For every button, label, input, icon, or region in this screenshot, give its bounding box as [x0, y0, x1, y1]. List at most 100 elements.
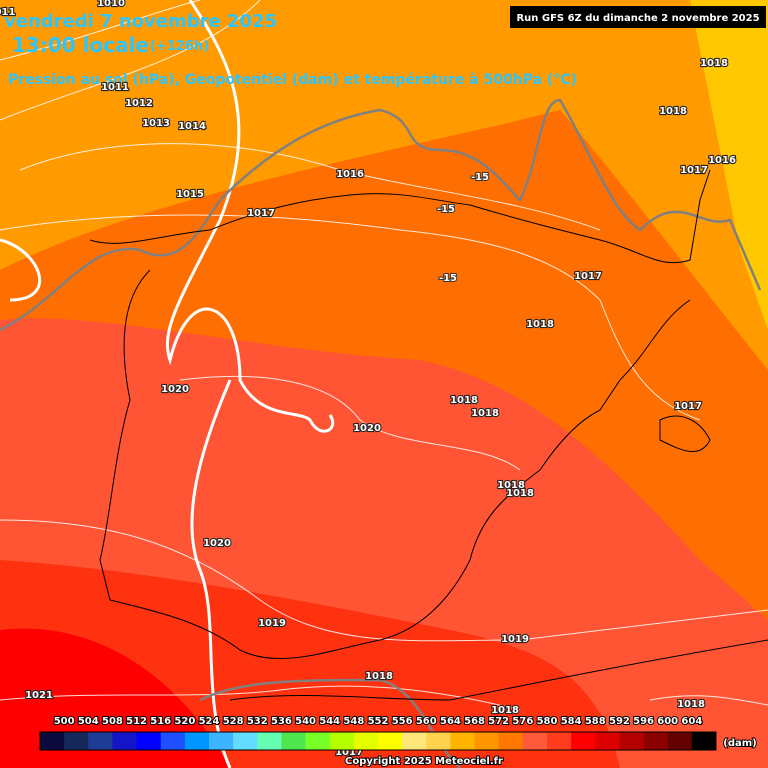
isobar-label: 1016 [336, 169, 364, 180]
isobar-label: 1018 [450, 395, 478, 406]
isobar-label: 1018 [497, 480, 525, 491]
colorbar-tick-label: 592 [609, 716, 630, 727]
colorbar-swatch [426, 732, 451, 750]
colorbar-swatch [474, 732, 500, 750]
band-yellow [690, 0, 768, 330]
colorbar-swatch [571, 732, 596, 750]
colorbar-tick-label: 532 [247, 716, 268, 727]
colorbar-tick-label: 564 [440, 716, 461, 727]
colorbar-tick-label: 596 [633, 716, 654, 727]
colorbar-swatch [547, 732, 572, 750]
colorbar-tick-label: 544 [319, 716, 340, 727]
colorbar: 500 504 508 512 516 520 524 528 532 536 540 544 548 5… [39, 715, 758, 751]
isobar-label: 1018 [526, 319, 554, 330]
isobar-label: 1013 [142, 118, 170, 129]
subtitle: Pression au sol (hPa), Geopotentiel (dam… [8, 72, 577, 88]
colorbar-tick-label: 604 [681, 716, 702, 727]
isobar-label: 1017 [674, 401, 702, 412]
isobar-label: 1012 [125, 98, 153, 109]
run: Run GFS 6Z du dimanche 2 novembre 2025 [516, 13, 759, 24]
isobar-label: 1019 [258, 618, 286, 629]
colorbar-tick-label: 520 [174, 716, 195, 727]
isobar-label: 1018 [677, 699, 705, 710]
colorbar-tick-label: 548 [343, 716, 364, 727]
isobar-label: 1017 [247, 208, 275, 219]
colorbar-swatch [184, 732, 210, 750]
colorbar-tick-label: 568 [464, 716, 485, 727]
colorbar-tick-label: 500 [54, 716, 75, 727]
isobar-label: 1020 [203, 538, 231, 549]
colorbar-tick-label: 572 [488, 716, 509, 727]
colorbar-swatch [112, 732, 138, 750]
colorbar-swatch [691, 732, 717, 750]
isobar-label: 1011 [101, 82, 129, 93]
colorbar-swatch [88, 732, 113, 750]
isobar-label: 1016 [708, 155, 736, 166]
lead: (+126h) [150, 39, 209, 54]
colorbar-unit: (dam) [723, 738, 756, 749]
colorbar-swatch [402, 732, 427, 750]
colorbar-tick-label: 540 [295, 716, 316, 727]
colorbar-tick-label: 528 [223, 716, 244, 727]
isobar-label: 1019 [501, 634, 529, 645]
temperature-label: -15 [439, 273, 457, 284]
isotherm-white [0, 0, 334, 768]
colorbar-swatch [257, 732, 282, 750]
colorbar-swatch [209, 732, 234, 750]
colorbar-tick-label: 512 [126, 716, 147, 727]
isobars [0, 0, 768, 711]
isobar-label: 1020 [353, 423, 381, 434]
colorbar-swatch [378, 732, 403, 750]
colorbar-swatch [281, 732, 307, 750]
isobar-label: 1017 [574, 271, 602, 282]
isobar-label: 1018 [700, 58, 728, 69]
colorbar-swatch [353, 732, 379, 750]
run-box [510, 6, 766, 28]
colorbar-tick-label: 600 [657, 716, 678, 727]
colorbar-tick-label: 524 [199, 716, 220, 727]
colorbar-swatch [643, 732, 669, 750]
colorbar-tick-label: 576 [512, 716, 533, 727]
colorbar-swatch [595, 732, 620, 750]
temperature-label: -15 [437, 204, 455, 215]
colorbar-tick-label: 560 [416, 716, 437, 727]
colorbar-tick-label: 504 [78, 716, 99, 727]
isobar-label: 1018 [506, 488, 534, 499]
colorbar-swatch [329, 732, 355, 750]
isobar-label: 1018 [659, 106, 687, 117]
colorbar-swatch [305, 732, 331, 750]
date: vendredi 7 novembre 2025 [4, 11, 277, 32]
colorbar-swatch [160, 732, 186, 750]
colorbar-tick-label: 508 [102, 716, 123, 727]
isobar-label: 1018 [471, 408, 499, 419]
isobar-label: 1018 [491, 705, 519, 716]
colorbar-tick-label: 556 [392, 716, 413, 727]
isobar-label: 1018 [365, 671, 393, 682]
colorbar-swatch [64, 732, 89, 750]
colorbar-swatch [136, 732, 162, 750]
isobar-label: 1021 [25, 690, 53, 701]
isobar-label: 1014 [178, 121, 206, 132]
colorbar-swatch [233, 732, 258, 750]
colorbar-frame [39, 731, 717, 751]
coastlines [89, 169, 768, 701]
colorbar-tick-label: 536 [271, 716, 292, 727]
isobar-label: 1017 [680, 165, 708, 176]
colorbar-tick-label: 584 [561, 716, 582, 727]
isobar-label: 1020 [161, 384, 189, 395]
colorbar-tick-label: 552 [368, 716, 389, 727]
colorbar-swatch [498, 732, 524, 750]
colorbar-swatch [40, 732, 65, 750]
colorbar-swatch [619, 732, 645, 750]
colorbar-tick-label: 516 [150, 716, 171, 727]
isobar-label: 011 [0, 7, 15, 18]
colorbar-swatch [450, 732, 476, 750]
colorbar-tick-label: 580 [537, 716, 558, 727]
isobar-label: 1015 [176, 189, 204, 200]
labels: 1010011101110121013101410181018101610171… [0, 0, 737, 759]
colorbar-swatch [667, 732, 693, 750]
copyright: Copyright 2025 Meteociel.fr [345, 756, 503, 767]
isobar-label: 1010 [97, 0, 125, 9]
temperature-label: -15 [471, 172, 489, 183]
